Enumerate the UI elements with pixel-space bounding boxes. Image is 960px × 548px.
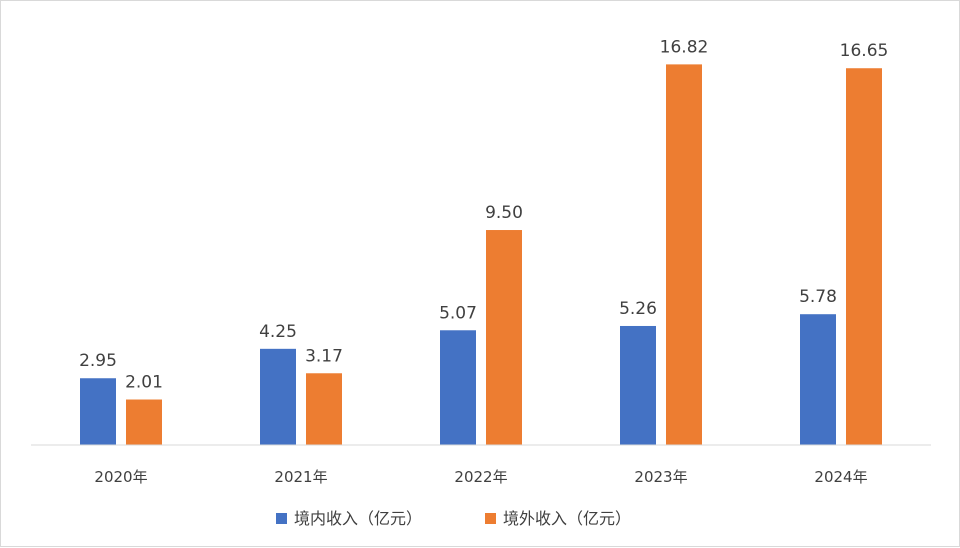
- data-label-domestic-3: 5.26: [619, 299, 657, 319]
- data-label-domestic-1: 4.25: [259, 322, 297, 342]
- bar-overseas-4: [846, 68, 882, 445]
- bar-overseas-0: [126, 399, 162, 445]
- x-tick-label-2: 2022年: [454, 468, 507, 486]
- bar-overseas-2: [486, 230, 522, 445]
- legend-swatch-overseas: [485, 513, 496, 524]
- bar-domestic-0: [80, 378, 116, 445]
- data-label-overseas-1: 3.17: [305, 346, 343, 366]
- bar-overseas-3: [666, 64, 702, 446]
- data-label-domestic-2: 5.07: [439, 303, 477, 323]
- legend-label-overseas: 境外收入（亿元）: [503, 509, 631, 528]
- bar-domestic-4: [800, 314, 836, 445]
- x-tick-label-0: 2020年: [94, 468, 147, 486]
- x-tick-label-3: 2023年: [634, 468, 687, 486]
- bar-domestic-1: [260, 348, 296, 445]
- bar-domestic-3: [620, 325, 656, 445]
- legend-swatch-domestic: [276, 513, 287, 524]
- legend: 境内收入（亿元） 境外收入（亿元）: [276, 509, 631, 528]
- x-tick-label-4: 2024年: [814, 468, 867, 486]
- data-label-overseas-4: 16.65: [840, 41, 889, 61]
- data-label-overseas-2: 9.50: [485, 203, 523, 223]
- data-label-domestic-0: 2.95: [79, 351, 117, 371]
- x-axis-ticks: 2020年 2021年 2022年 2023年 2024年: [94, 468, 867, 486]
- x-tick-label-1: 2021年: [274, 468, 327, 486]
- data-labels-group: 2.95 2.01 4.25 3.17 5.07 9.50 5.26 16.82 5.78 16.…: [79, 37, 888, 392]
- data-label-overseas-0: 2.01: [125, 373, 163, 393]
- data-label-domestic-4: 5.78: [799, 287, 837, 307]
- data-label-overseas-3: 16.82: [660, 37, 709, 57]
- bars-group: [80, 64, 882, 446]
- bar-overseas-1: [306, 373, 342, 445]
- legend-label-domestic: 境内收入（亿元）: [294, 509, 422, 528]
- bar-domestic-2: [440, 330, 476, 445]
